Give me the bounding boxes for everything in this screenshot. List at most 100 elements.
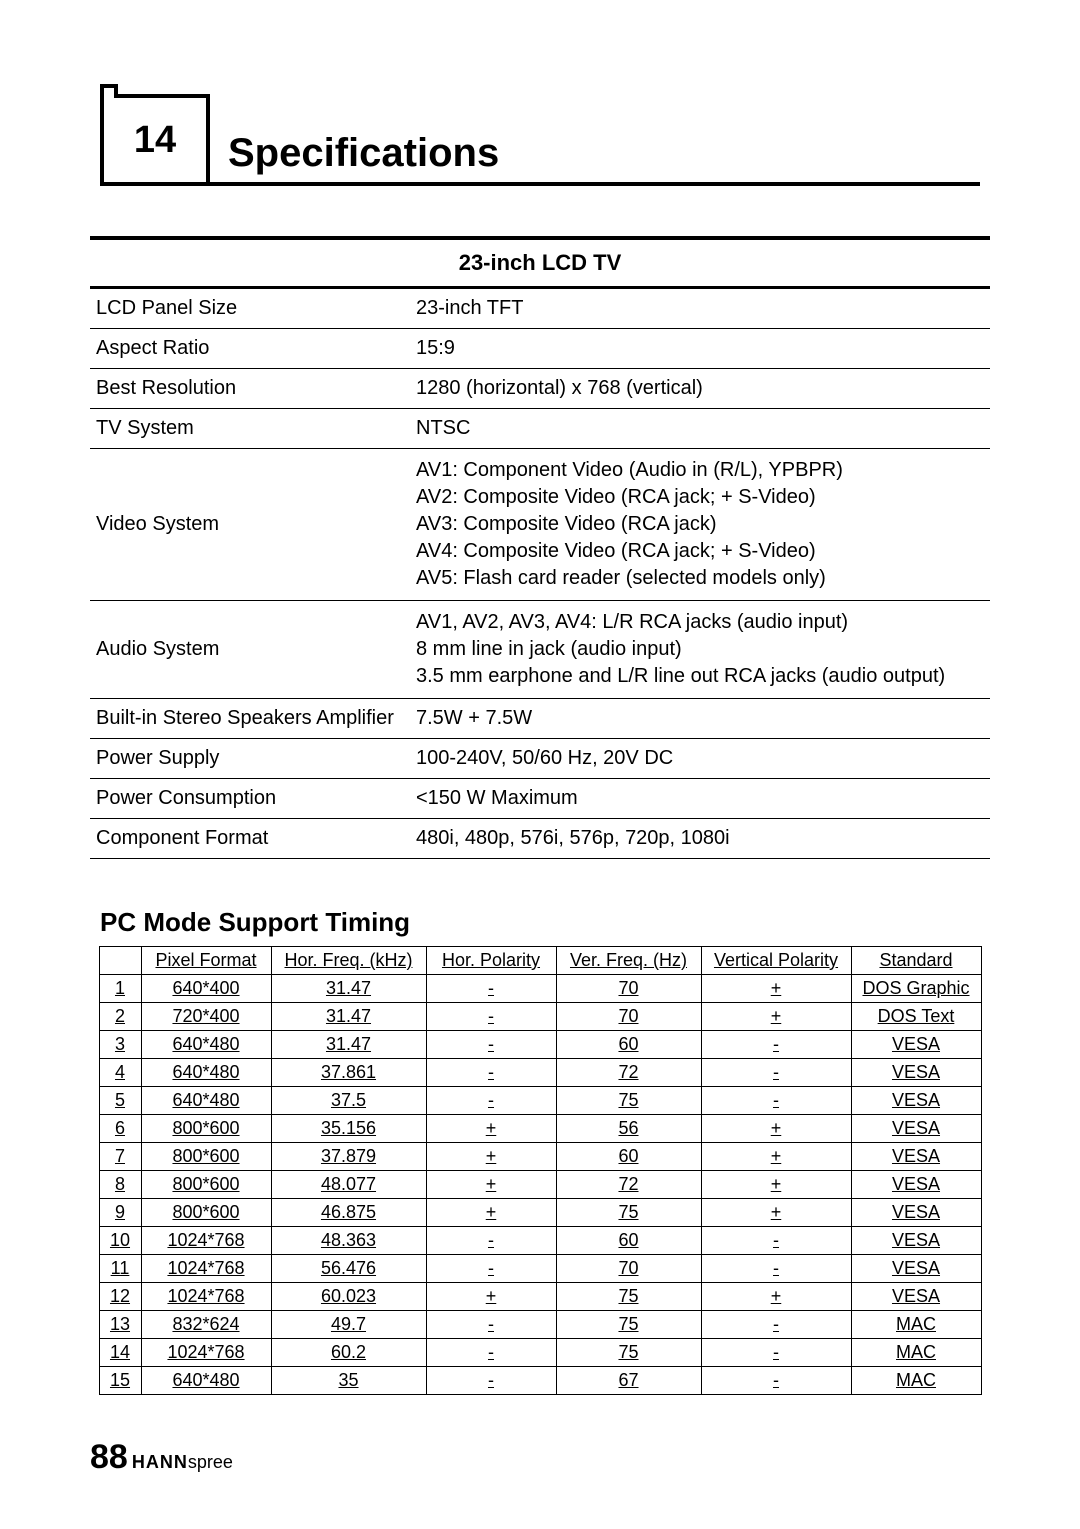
timing-cell: 75: [556, 1283, 701, 1311]
spec-value: AV1, AV2, AV3, AV4: L/R RCA jacks (audio…: [410, 601, 990, 699]
timing-cell: VESA: [851, 1143, 981, 1171]
timing-cell: 37.861: [271, 1059, 426, 1087]
chapter-header: 14 Specifications: [100, 90, 980, 186]
timing-cell: 10: [99, 1227, 141, 1255]
timing-cell: -: [701, 1059, 851, 1087]
timing-row: 6800*60035.156+56+VESA: [99, 1115, 981, 1143]
timing-header: Vertical Polarity: [701, 947, 851, 975]
timing-row: 8800*60048.077+72+VESA: [99, 1171, 981, 1199]
timing-cell: 4: [99, 1059, 141, 1087]
timing-cell: 800*600: [141, 1115, 271, 1143]
timing-cell: 1: [99, 975, 141, 1003]
timing-cell: 800*600: [141, 1171, 271, 1199]
timing-cell: 13: [99, 1311, 141, 1339]
timing-cell: 1024*768: [141, 1339, 271, 1367]
timing-cell: 720*400: [141, 1003, 271, 1031]
timing-cell: 3: [99, 1031, 141, 1059]
timing-cell: -: [701, 1367, 851, 1395]
timing-header: Hor. Freq. (kHz): [271, 947, 426, 975]
timing-cell: 31.47: [271, 975, 426, 1003]
timing-cell: 1024*768: [141, 1255, 271, 1283]
timing-cell: 56.476: [271, 1255, 426, 1283]
timing-cell: -: [701, 1311, 851, 1339]
timing-row: 121024*76860.023+75+VESA: [99, 1283, 981, 1311]
timing-row: 13832*62449.7-75-MAC: [99, 1311, 981, 1339]
timing-cell: 49.7: [271, 1311, 426, 1339]
timing-cell: +: [426, 1143, 556, 1171]
timing-cell: VESA: [851, 1087, 981, 1115]
timing-cell: VESA: [851, 1227, 981, 1255]
timing-cell: +: [701, 1143, 851, 1171]
timing-cell: MAC: [851, 1367, 981, 1395]
spec-label: Aspect Ratio: [90, 329, 410, 369]
spec-row: Built-in Stereo Speakers Amplifier7.5W +…: [90, 699, 990, 739]
timing-cell: 60: [556, 1227, 701, 1255]
spec-value: 100-240V, 50/60 Hz, 20V DC: [410, 739, 990, 779]
timing-row: 4640*48037.861-72-VESA: [99, 1059, 981, 1087]
timing-row: 3640*48031.47-60-VESA: [99, 1031, 981, 1059]
timing-cell: 31.47: [271, 1031, 426, 1059]
timing-cell: -: [426, 1031, 556, 1059]
timing-cell: +: [426, 1171, 556, 1199]
spec-row: TV SystemNTSC: [90, 409, 990, 449]
timing-row: 2720*40031.47-70+DOS Text: [99, 1003, 981, 1031]
timing-cell: 56: [556, 1115, 701, 1143]
timing-cell: 67: [556, 1367, 701, 1395]
timing-cell: -: [426, 1059, 556, 1087]
timing-cell: VESA: [851, 1283, 981, 1311]
spec-label: Power Supply: [90, 739, 410, 779]
timing-cell: 75: [556, 1087, 701, 1115]
timing-cell: 70: [556, 975, 701, 1003]
timing-cell: 640*480: [141, 1059, 271, 1087]
spec-row: LCD Panel Size23-inch TFT: [90, 288, 990, 329]
timing-cell: 60.2: [271, 1339, 426, 1367]
timing-cell: +: [701, 1199, 851, 1227]
timing-cell: -: [701, 1255, 851, 1283]
spec-row: Best Resolution1280 (horizontal) x 768 (…: [90, 369, 990, 409]
timing-cell: 6: [99, 1115, 141, 1143]
spec-row: Component Format480i, 480p, 576i, 576p, …: [90, 819, 990, 859]
timing-cell: VESA: [851, 1171, 981, 1199]
timing-cell: -: [701, 1227, 851, 1255]
timing-cell: -: [426, 1003, 556, 1031]
timing-cell: 1024*768: [141, 1283, 271, 1311]
timing-cell: 640*480: [141, 1031, 271, 1059]
spec-row: Power Supply100-240V, 50/60 Hz, 20V DC: [90, 739, 990, 779]
spec-value: 480i, 480p, 576i, 576p, 720p, 1080i: [410, 819, 990, 859]
brand-bold: HANN: [132, 1452, 188, 1473]
timing-row: 9800*60046.875+75+VESA: [99, 1199, 981, 1227]
chapter-number-box: 14: [100, 94, 210, 186]
timing-header: Ver. Freq. (Hz): [556, 947, 701, 975]
timing-cell: 2: [99, 1003, 141, 1031]
timing-cell: 14: [99, 1339, 141, 1367]
timing-cell: 46.875: [271, 1199, 426, 1227]
spec-label: Component Format: [90, 819, 410, 859]
timing-cell: 72: [556, 1171, 701, 1199]
timing-cell: 60: [556, 1031, 701, 1059]
timing-cell: +: [426, 1199, 556, 1227]
timing-cell: 35.156: [271, 1115, 426, 1143]
timing-table: Pixel FormatHor. Freq. (kHz)Hor. Polarit…: [99, 946, 982, 1395]
timing-cell: VESA: [851, 1199, 981, 1227]
spec-table-title: 23-inch LCD TV: [90, 238, 990, 288]
spec-label: TV System: [90, 409, 410, 449]
timing-cell: -: [426, 1311, 556, 1339]
timing-cell: 800*600: [141, 1143, 271, 1171]
spec-value: <150 W Maximum: [410, 779, 990, 819]
timing-cell: 8: [99, 1171, 141, 1199]
timing-cell: VESA: [851, 1059, 981, 1087]
spec-value: NTSC: [410, 409, 990, 449]
timing-cell: 9: [99, 1199, 141, 1227]
timing-cell: 7: [99, 1143, 141, 1171]
timing-cell: -: [701, 1339, 851, 1367]
timing-cell: 15: [99, 1367, 141, 1395]
timing-cell: +: [701, 1115, 851, 1143]
timing-cell: MAC: [851, 1311, 981, 1339]
timing-row: 7800*60037.879+60+VESA: [99, 1143, 981, 1171]
timing-cell: VESA: [851, 1255, 981, 1283]
timing-row: 111024*76856.476-70-VESA: [99, 1255, 981, 1283]
timing-row: 101024*76848.363-60-VESA: [99, 1227, 981, 1255]
spec-row: Power Consumption<150 W Maximum: [90, 779, 990, 819]
spec-value: 23-inch TFT: [410, 288, 990, 329]
timing-cell: DOS Text: [851, 1003, 981, 1031]
